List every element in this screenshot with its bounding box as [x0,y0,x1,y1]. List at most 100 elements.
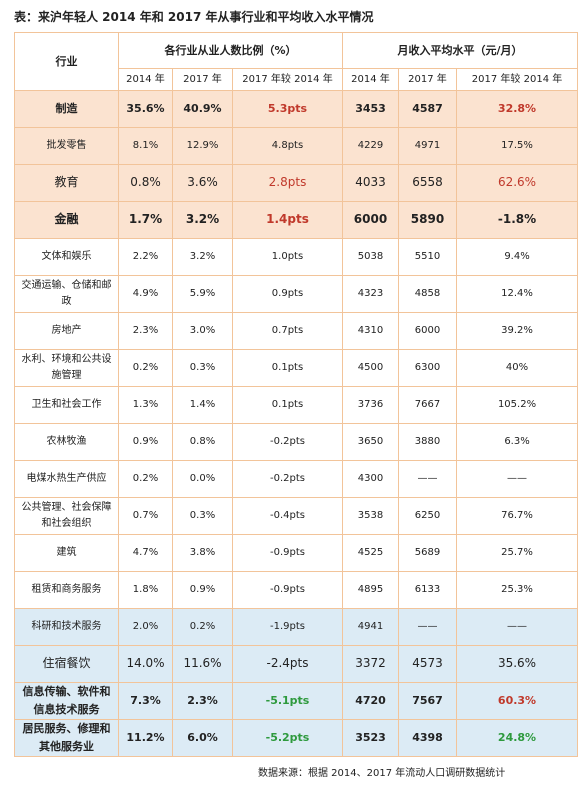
value-cell: 7567 [398,682,457,720]
table-row: 房地产 2.3% 3.0% 0.7pts 4310 6000 39.2% [14,312,579,350]
table-row: 水利、环境和公共设施管理 0.2% 0.3% 0.1pts 4500 6300 40% [14,349,579,387]
subheader-cell: 2017 年 [398,68,457,91]
value-cell: 7667 [398,386,457,424]
value-cell: -5.1pts [232,682,343,720]
value-cell: 6.0% [172,719,233,757]
value-cell: 1.8% [118,571,173,609]
value-cell: 1.4% [172,386,233,424]
industry-cell: 建筑 [14,534,119,572]
industry-cell: 科研和技术服务 [14,608,119,646]
industry-cell: 教育 [14,164,119,202]
value-cell: 4941 [342,608,399,646]
value-cell: 0.1pts [232,386,343,424]
header-cell: 月收入平均水平（元/月） [341,32,579,69]
table-body: 制造 35.6% 40.9% 5.3pts 3453 4587 32.8% 批发零售 8.1% 1… [14,90,579,757]
industry-cell: 租赁和商务服务 [14,571,119,609]
value-cell: -5.2pts [232,719,343,757]
value-cell: 4.9% [118,275,173,313]
subheader-cell: 2017 年较 2014 年 [455,68,579,91]
value-cell: 105.2% [455,386,579,424]
value-cell: 14.0% [118,645,173,683]
value-cell: 2.0% [118,608,173,646]
subheader-cell: 2017 年较 2014 年 [232,68,343,91]
value-cell: 8.1% [118,127,173,165]
industry-cell: 农林牧渔 [14,423,119,461]
value-cell: 6000 [398,312,457,350]
value-cell: 35.6% [118,90,173,128]
industry-cell: 交通运输、仓储和邮政 [14,275,119,313]
value-cell: 2.8pts [232,164,343,202]
value-cell: 3736 [342,386,399,424]
value-cell: 25.3% [455,571,579,609]
industry-cell: 批发零售 [14,127,119,165]
value-cell: 4525 [342,534,399,572]
value-cell: 6000 [342,201,399,239]
industry-cell: 金融 [14,201,119,239]
value-cell: 4720 [342,682,399,720]
table-title: 表：来沪年轻人 2014 年和 2017 年从事行业和平均收入水平情况 [14,10,374,24]
value-cell: 35.6% [455,645,579,683]
value-cell: 4398 [398,719,457,757]
table-row: 居民服务、修理和其他服务业 11.2% 6.0% -5.2pts 3523 4398 24.… [14,719,579,757]
source-note: 数据来源：根据 2014、2017 年流动人口调研数据统计 [258,768,506,779]
value-cell: 7.3% [118,682,173,720]
value-cell: 0.7% [118,497,173,535]
header-cell: 各行业从业人数比例（%） [118,32,343,69]
value-cell: 40.9% [172,90,233,128]
table-row: 租赁和商务服务 1.8% 0.9% -0.9pts 4895 6133 25.3% [14,571,579,609]
table-row: 科研和技术服务 2.0% 0.2% -1.9pts 4941 —— —— [14,608,579,646]
value-cell: 2.3% [172,682,233,720]
industry-cell: 公共管理、社会保障和社会组织 [14,497,119,535]
value-cell: —— [455,460,579,498]
value-cell: 6.3% [455,423,579,461]
value-cell: 4229 [342,127,399,165]
table-row: 文体和娱乐 2.2% 3.2% 1.0pts 5038 5510 9.4% [14,238,579,276]
value-cell: 9.4% [455,238,579,276]
value-cell: 4300 [342,460,399,498]
value-cell: 6558 [398,164,457,202]
value-cell: 60.3% [455,682,579,720]
value-cell: -2.4pts [232,645,343,683]
value-cell: 0.7pts [232,312,343,350]
industry-cell: 信息传输、软件和信息技术服务 [14,682,119,720]
header-cell: 行业 [14,32,119,91]
value-cell: -0.9pts [232,571,343,609]
table-row: 住宿餐饮 14.0% 11.6% -2.4pts 3372 4573 35.6% [14,645,579,683]
industry-cell: 电煤水热生产供应 [14,460,119,498]
value-cell: 3538 [342,497,399,535]
industry-cell: 卫生和社会工作 [14,386,119,424]
header-row: 行业 各行业从业人数比例（%） 月收入平均水平（元/月） [14,32,579,91]
value-cell: 0.1pts [232,349,343,387]
value-cell: 5038 [342,238,399,276]
value-cell: 3650 [342,423,399,461]
value-cell: 4.7% [118,534,173,572]
value-cell: 12.9% [172,127,233,165]
value-cell: 3.6% [172,164,233,202]
value-cell: 24.8% [455,719,579,757]
value-cell: 4971 [398,127,457,165]
value-cell: 3372 [342,645,399,683]
subheader-cell: 2014 年 [342,68,399,91]
value-cell: 3.2% [172,238,233,276]
value-cell: 4323 [342,275,399,313]
value-cell: -1.9pts [232,608,343,646]
value-cell: -0.2pts [232,423,343,461]
value-cell: 6250 [398,497,457,535]
value-cell: 3880 [398,423,457,461]
value-cell: 3.2% [172,201,233,239]
value-cell: 0.2% [172,608,233,646]
value-cell: -0.2pts [232,460,343,498]
value-cell: 5890 [398,201,457,239]
table-row: 建筑 4.7% 3.8% -0.9pts 4525 5689 25.7% [14,534,579,572]
value-cell: 6133 [398,571,457,609]
value-cell: 4573 [398,645,457,683]
value-cell: 4500 [342,349,399,387]
value-cell: 0.2% [118,349,173,387]
value-cell: 76.7% [455,497,579,535]
value-cell: 0.2% [118,460,173,498]
industry-cell: 文体和娱乐 [14,238,119,276]
value-cell: 40% [455,349,579,387]
value-cell: 5510 [398,238,457,276]
value-cell: 0.9% [118,423,173,461]
